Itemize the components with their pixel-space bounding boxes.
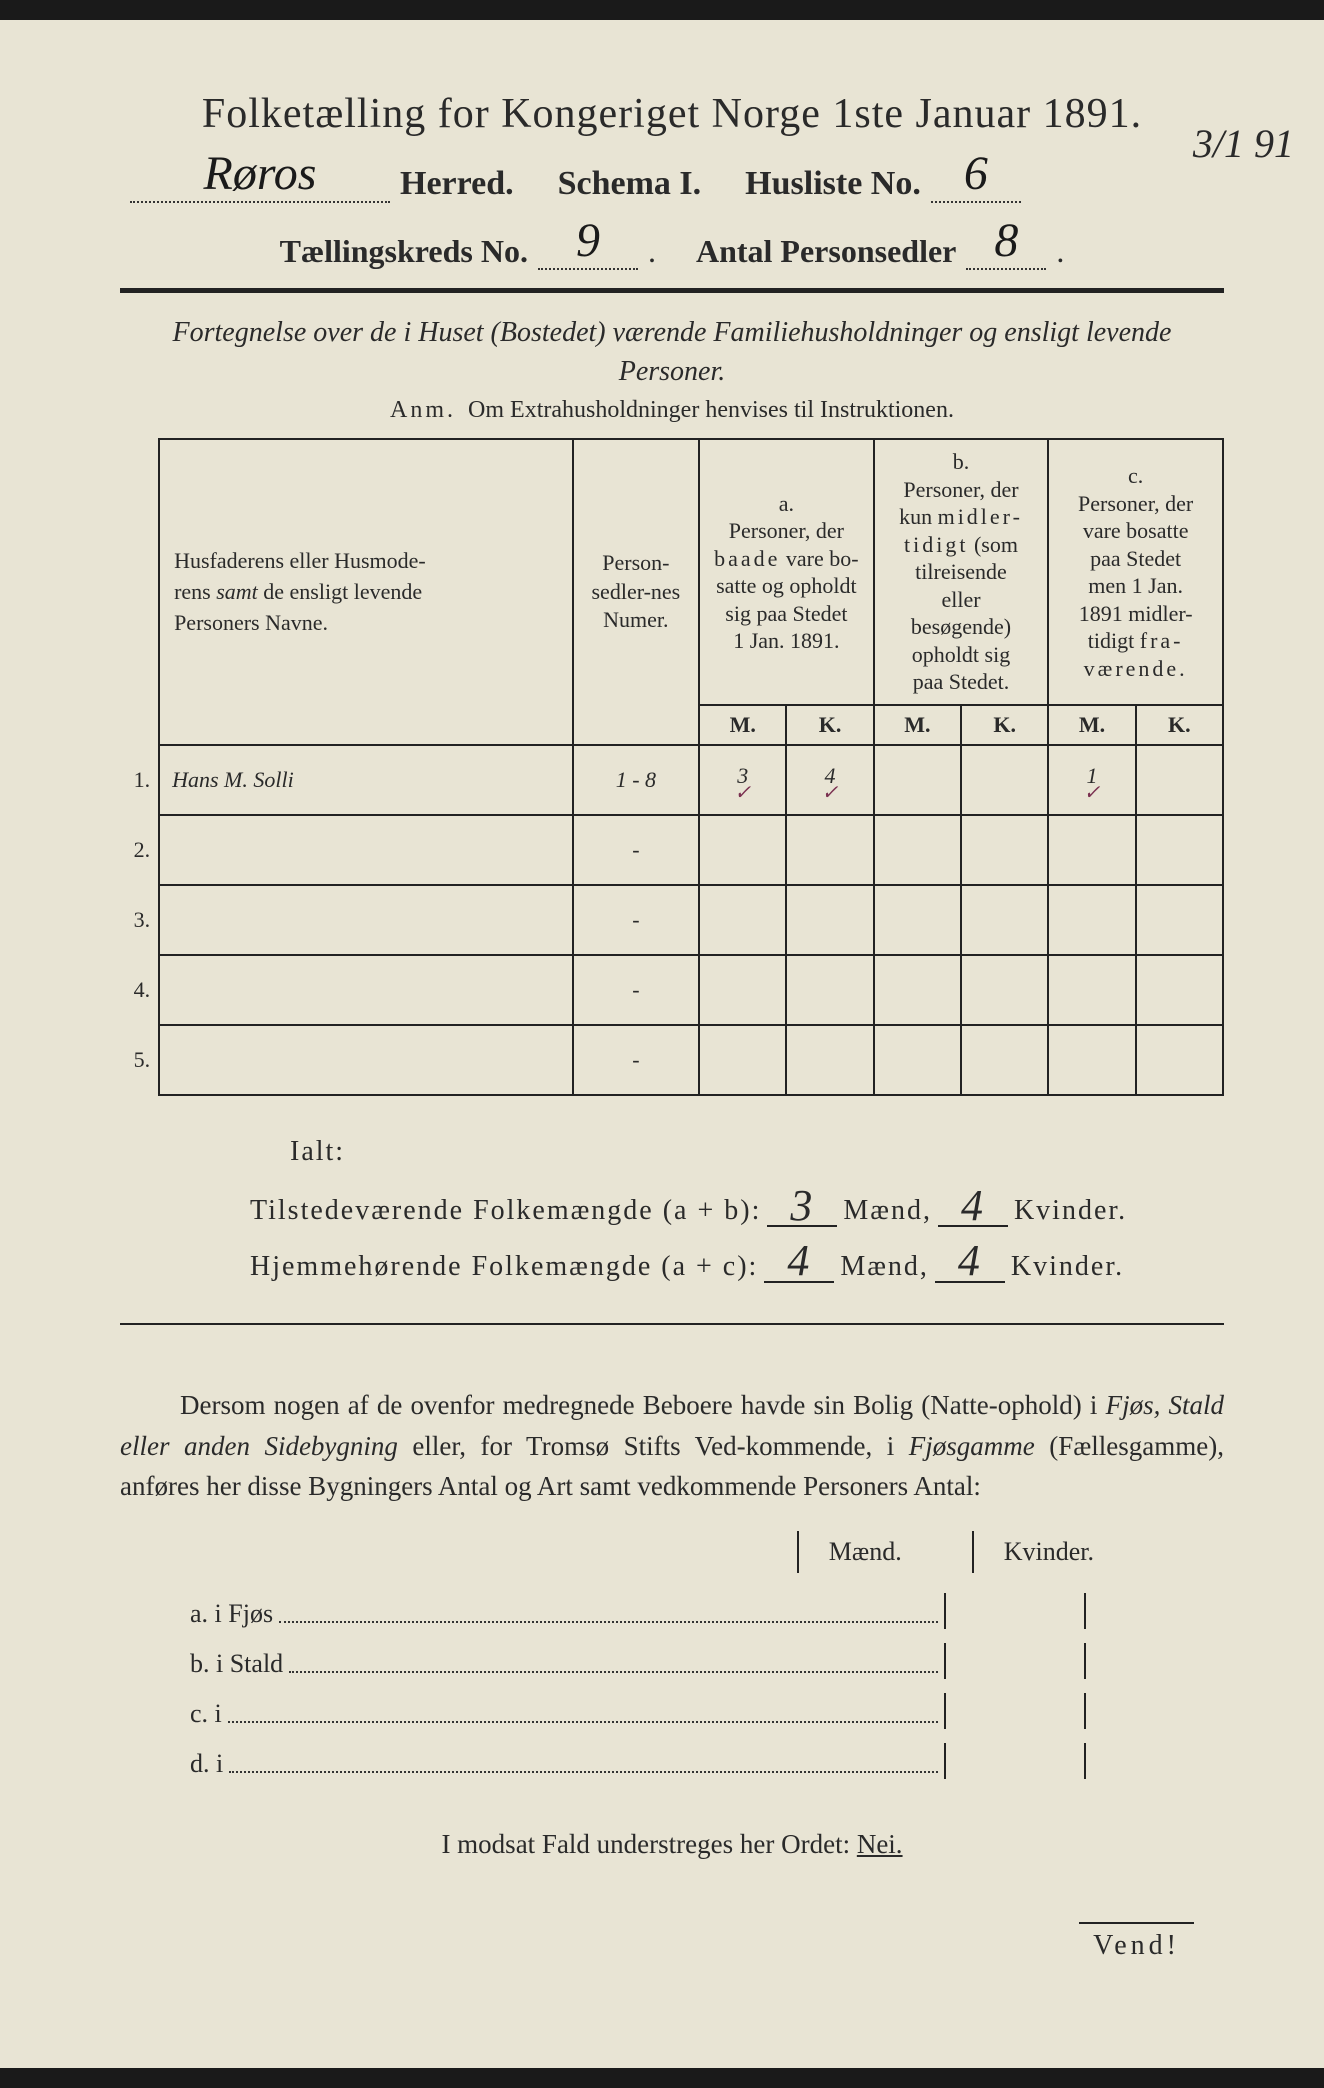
table-row: 3. - bbox=[120, 885, 1223, 955]
mk-m: M. bbox=[699, 705, 786, 745]
divider bbox=[120, 1323, 1224, 1325]
b-m-cell bbox=[874, 745, 961, 815]
col-head-c: c. Personer, dervare bosattepaa Stedetme… bbox=[1048, 439, 1223, 705]
table-row: 2. - bbox=[120, 815, 1223, 885]
name-cell: Hans M. Solli bbox=[159, 745, 573, 815]
mk-k: K. bbox=[1136, 705, 1223, 745]
anm-note: Anm. Om Extrahusholdninger henvises til … bbox=[120, 397, 1224, 424]
col-head-b: b. Personer, derkun midler-tidigt (somti… bbox=[874, 439, 1049, 705]
table-row: 4. - bbox=[120, 955, 1223, 1025]
mk-m: M. bbox=[874, 705, 961, 745]
hjemme-line: Hjemmehørende Folkemængde (a + c): 4 Mæn… bbox=[250, 1241, 1224, 1283]
hjemme-k: 4 bbox=[935, 1241, 1005, 1283]
header-line-kreds: Tællingskreds No. 9 . Antal Personsedler… bbox=[120, 213, 1224, 270]
antal-label: Antal Personsedler bbox=[696, 233, 956, 270]
herred-value: Røros bbox=[204, 147, 317, 200]
table-row: 5. - bbox=[120, 1025, 1223, 1095]
hjemme-m: 4 bbox=[764, 1241, 834, 1283]
ialt-label: Ialt: bbox=[250, 1136, 1224, 1168]
schema-label: Schema I. bbox=[558, 165, 702, 203]
tilstede-k: 4 bbox=[938, 1186, 1008, 1228]
margin-date-note: 3/1 91 bbox=[1193, 120, 1294, 167]
building-row-c: c. i bbox=[120, 1693, 1224, 1729]
mk-m: M. bbox=[1048, 705, 1135, 745]
tilstede-line: Tilstedeværende Folkemængde (a + b): 3 M… bbox=[250, 1186, 1224, 1228]
kreds-value: 9 bbox=[576, 214, 600, 267]
building-list: a. i Fjøs b. i Stald c. i d. i bbox=[120, 1593, 1224, 1779]
building-row-b: b. i Stald bbox=[120, 1643, 1224, 1679]
census-table: Husfaderens eller Husmode-rens samt de e… bbox=[120, 438, 1224, 1096]
c-m-cell: 1✓ bbox=[1048, 745, 1135, 815]
col-head-number: Person-sedler-nes Numer. bbox=[573, 439, 699, 745]
herred-label: Herred. bbox=[400, 165, 514, 203]
mk-k: K. bbox=[786, 705, 873, 745]
building-row-d: d. i bbox=[120, 1743, 1224, 1779]
b-k-cell bbox=[961, 745, 1048, 815]
husliste-label: Husliste No. bbox=[745, 165, 921, 203]
building-paragraph: Dersom nogen af de ovenfor medregnede Be… bbox=[120, 1385, 1224, 1507]
main-title: Folketælling for Kongeriget Norge 1ste J… bbox=[120, 90, 1224, 138]
census-form-page: 3/1 91 Folketælling for Kongeriget Norge… bbox=[0, 20, 1324, 2068]
kreds-label: Tællingskreds No. bbox=[280, 233, 528, 270]
mk-k: K. bbox=[961, 705, 1048, 745]
c-k-cell bbox=[1136, 745, 1223, 815]
divider bbox=[120, 288, 1224, 293]
tilstede-m: 3 bbox=[767, 1186, 837, 1228]
a-m-cell: 3✓ bbox=[699, 745, 786, 815]
vend-label: Vend! bbox=[120, 1930, 1224, 1962]
antal-value: 8 bbox=[994, 214, 1018, 267]
mk-column-header: Mænd. Kvinder. bbox=[120, 1531, 1224, 1573]
totals-block: Ialt: Tilstedeværende Folkemængde (a + b… bbox=[120, 1136, 1224, 1283]
husliste-value: 6 bbox=[964, 147, 988, 200]
col-head-a: a. Personer, derbaade vare bo-satte og o… bbox=[699, 439, 874, 705]
table-row: 1. Hans M. Solli 1 - 8 3✓ 4✓ 1✓ bbox=[120, 745, 1223, 815]
subtitle: Fortegnelse over de i Huset (Bostedet) v… bbox=[120, 313, 1224, 391]
col-head-name: Husfaderens eller Husmode-rens samt de e… bbox=[159, 439, 573, 745]
building-row-a: a. i Fjøs bbox=[120, 1593, 1224, 1629]
nei-line: I modsat Fald understreges her Ordet: Ne… bbox=[120, 1829, 1224, 1860]
header-line-herred: Røros Herred. Schema I. Husliste No. 6 bbox=[120, 146, 1224, 203]
personsedler-cell: 1 - 8 bbox=[573, 745, 699, 815]
a-k-cell: 4✓ bbox=[786, 745, 873, 815]
